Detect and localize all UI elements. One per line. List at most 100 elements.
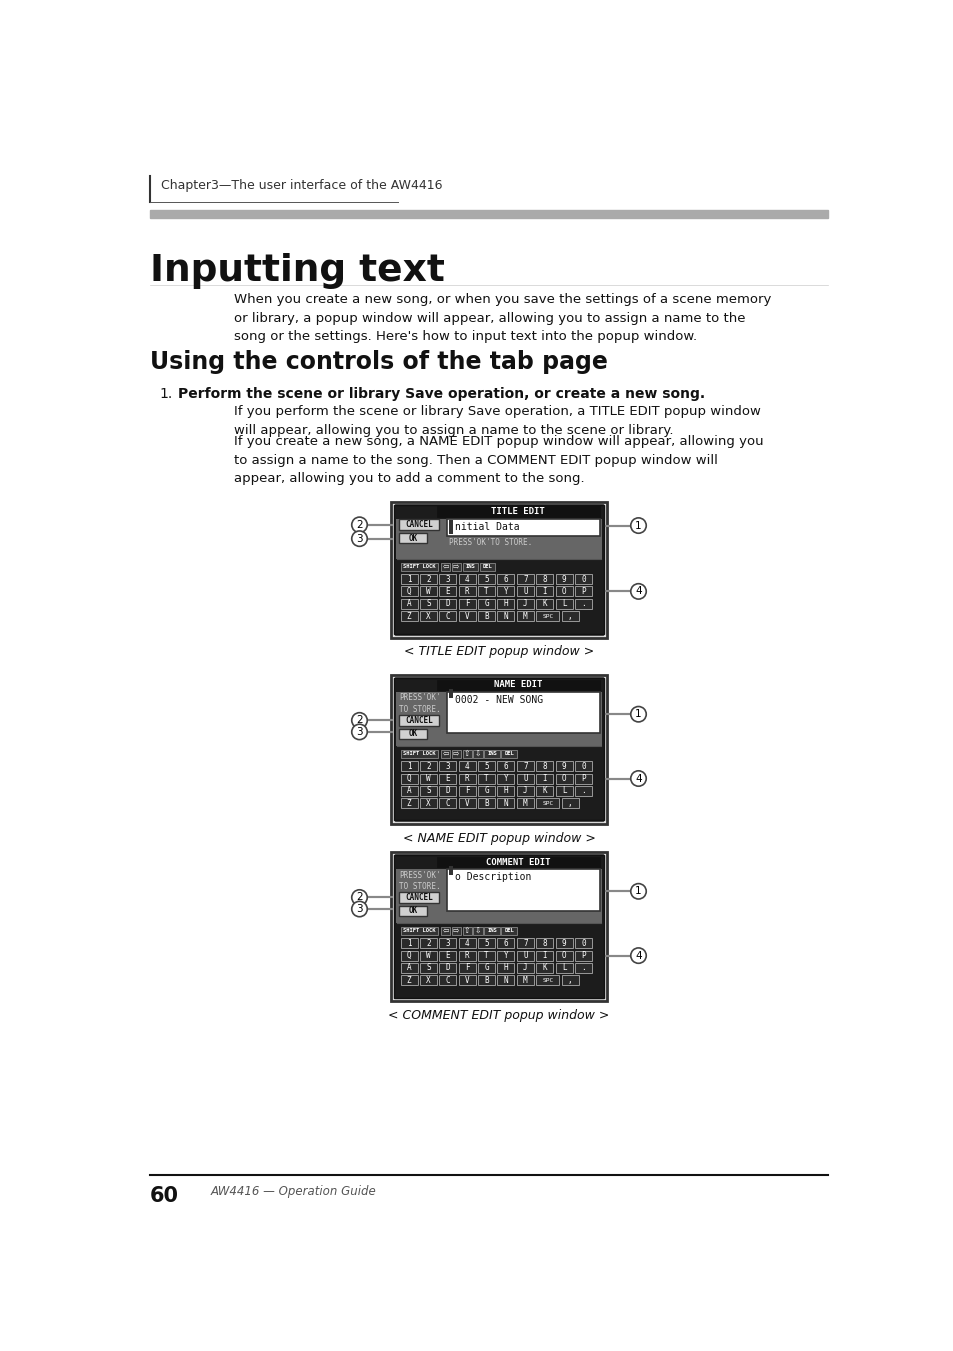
Text: 8: 8 (542, 574, 546, 584)
Text: 1.: 1. (159, 386, 172, 401)
Text: INS: INS (465, 565, 475, 569)
Text: X: X (426, 612, 431, 620)
Text: 7: 7 (522, 762, 527, 770)
Text: Z: Z (406, 612, 411, 620)
Text: < NAME EDIT popup window >: < NAME EDIT popup window > (402, 832, 595, 844)
Circle shape (630, 948, 645, 963)
Text: 2: 2 (426, 762, 431, 770)
Text: ,: , (567, 975, 572, 985)
Text: 2: 2 (355, 716, 362, 725)
Text: Perform the scene or library Save operation, or create a new song.: Perform the scene or library Save operat… (178, 386, 704, 401)
Text: < TITLE EDIT popup window >: < TITLE EDIT popup window > (403, 644, 594, 658)
Text: CANCEL: CANCEL (405, 520, 433, 530)
Text: U: U (522, 774, 527, 784)
Bar (398, 728, 427, 739)
Bar (439, 586, 456, 596)
Bar (497, 939, 514, 948)
Bar (497, 586, 514, 596)
Text: CANCEL: CANCEL (405, 716, 433, 725)
Bar (497, 798, 514, 808)
Bar (400, 761, 417, 771)
Text: H: H (503, 963, 508, 973)
Text: B: B (484, 798, 488, 808)
Bar (497, 761, 514, 771)
Bar (452, 927, 460, 935)
Bar (462, 562, 477, 571)
Text: PRESS'OK'
TO STORE.: PRESS'OK' TO STORE. (398, 870, 440, 892)
Text: 0: 0 (580, 939, 585, 948)
Bar (436, 857, 599, 867)
Bar (419, 611, 436, 621)
Text: 4: 4 (464, 574, 469, 584)
Bar (458, 611, 476, 621)
Circle shape (352, 517, 367, 532)
Text: Chapter3—The user interface of the AW4416: Chapter3—The user interface of the AW441… (161, 180, 442, 192)
Text: 4: 4 (635, 951, 641, 961)
Text: Z: Z (406, 975, 411, 985)
Text: G: G (484, 600, 488, 608)
Text: R: R (464, 774, 469, 784)
Text: Q: Q (406, 586, 411, 596)
Text: ⇨: ⇨ (453, 562, 459, 571)
Text: 1: 1 (635, 709, 641, 719)
Bar (400, 611, 417, 621)
Bar (398, 519, 439, 530)
Bar (400, 951, 417, 961)
Bar (400, 574, 417, 584)
Text: M: M (522, 798, 527, 808)
Text: Y: Y (503, 774, 508, 784)
Bar (497, 774, 514, 784)
Text: J: J (522, 963, 527, 973)
Text: SPC: SPC (541, 978, 553, 982)
Text: When you create a new song, or when you save the settings of a scene memory
or l: When you create a new song, or when you … (233, 293, 771, 343)
Text: 4: 4 (464, 762, 469, 770)
Circle shape (630, 517, 645, 534)
Text: Y: Y (503, 951, 508, 961)
Bar (395, 692, 601, 746)
Text: I: I (542, 586, 546, 596)
Text: Using the controls of the tab page: Using the controls of the tab page (150, 350, 607, 374)
Text: P: P (580, 774, 585, 784)
Bar (395, 504, 602, 635)
Bar (398, 715, 439, 725)
Bar (517, 586, 534, 596)
Text: .: . (580, 786, 585, 796)
Bar (536, 774, 553, 784)
Bar (419, 963, 436, 973)
Text: E: E (445, 951, 450, 961)
Bar (394, 505, 603, 634)
Text: D: D (445, 600, 450, 608)
Text: ⇦: ⇦ (442, 750, 448, 758)
Text: 1: 1 (635, 886, 641, 896)
Bar (536, 598, 553, 609)
Bar (517, 574, 534, 584)
Text: 2: 2 (355, 893, 362, 902)
Bar (477, 975, 495, 985)
Bar (394, 855, 603, 997)
Bar (536, 586, 553, 596)
Bar (575, 951, 592, 961)
Bar (477, 761, 495, 771)
Bar (440, 927, 450, 935)
Text: D: D (445, 786, 450, 796)
Bar (439, 939, 456, 948)
Bar (517, 951, 534, 961)
Text: I: I (542, 951, 546, 961)
Bar (440, 562, 450, 571)
Bar (497, 786, 514, 796)
Text: 7: 7 (522, 574, 527, 584)
Bar (391, 501, 606, 638)
Bar (477, 798, 495, 808)
Text: nitial Data: nitial Data (455, 521, 518, 532)
Text: SHIFT LOCK: SHIFT LOCK (402, 928, 435, 934)
Bar (452, 562, 460, 571)
Bar (419, 939, 436, 948)
Bar (452, 750, 460, 758)
Bar (555, 963, 572, 973)
Bar (458, 939, 476, 948)
Bar (398, 534, 427, 543)
Bar (536, 975, 558, 985)
Bar (458, 586, 476, 596)
Text: 6: 6 (503, 939, 508, 948)
Text: .: . (580, 600, 585, 608)
